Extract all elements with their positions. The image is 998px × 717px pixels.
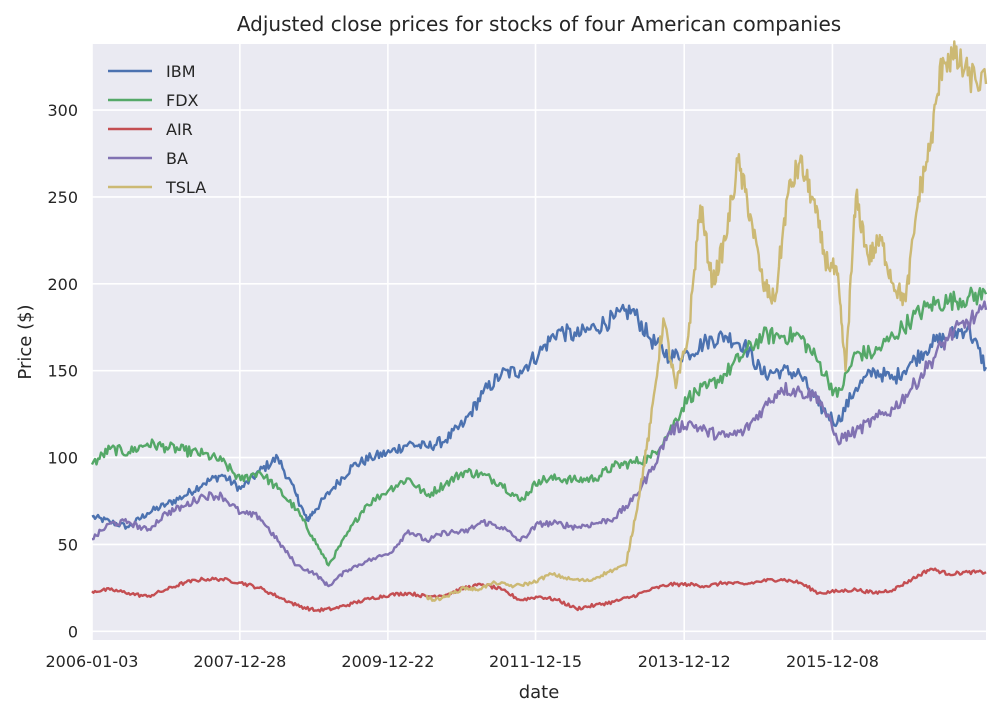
legend-label-ibm: IBM: [166, 62, 196, 81]
y-tick-label: 200: [47, 275, 78, 294]
y-tick-label: 100: [47, 449, 78, 468]
x-tick-label: 2011-12-15: [489, 652, 582, 671]
legend: IBM FDX AIR BA TSLA: [108, 62, 206, 197]
x-tick-label: 2013-12-12: [638, 652, 731, 671]
y-tick-label: 300: [47, 101, 78, 120]
x-tick-label: 2006-01-03: [46, 652, 139, 671]
y-tick-label: 0: [68, 622, 78, 641]
x-tick-label: 2007-12-28: [193, 652, 286, 671]
series-line-ibm: [91, 303, 988, 530]
x-tick-label: 2015-12-08: [786, 652, 879, 671]
plot-area: [92, 44, 986, 640]
y-tick-labels: 0 50 100 150 200 250 300: [47, 101, 78, 641]
x-tick-label: 2009-12-22: [341, 652, 434, 671]
series-lines: [90, 40, 988, 613]
legend-label-ba: BA: [166, 149, 188, 168]
series-line-tsla: [425, 40, 988, 602]
y-tick-label: 50: [58, 535, 78, 554]
legend-label-fdx: FDX: [166, 91, 199, 110]
y-tick-label: 150: [47, 362, 78, 381]
y-tick-label: 250: [47, 188, 78, 207]
legend-label-tsla: TSLA: [165, 178, 206, 197]
x-axis-label: date: [519, 682, 560, 703]
series-line-fdx: [90, 286, 988, 567]
x-tick-labels: 2006-01-03 2007-12-28 2009-12-22 2011-12-15…: [46, 652, 879, 671]
y-axis-label: Price ($): [15, 304, 36, 379]
series-line-ba: [91, 300, 988, 588]
legend-label-air: AIR: [166, 120, 193, 139]
chart-title: Adjusted close prices for stocks of four…: [237, 12, 841, 36]
grid-lines: [91, 44, 986, 640]
series-line-air: [91, 567, 987, 613]
